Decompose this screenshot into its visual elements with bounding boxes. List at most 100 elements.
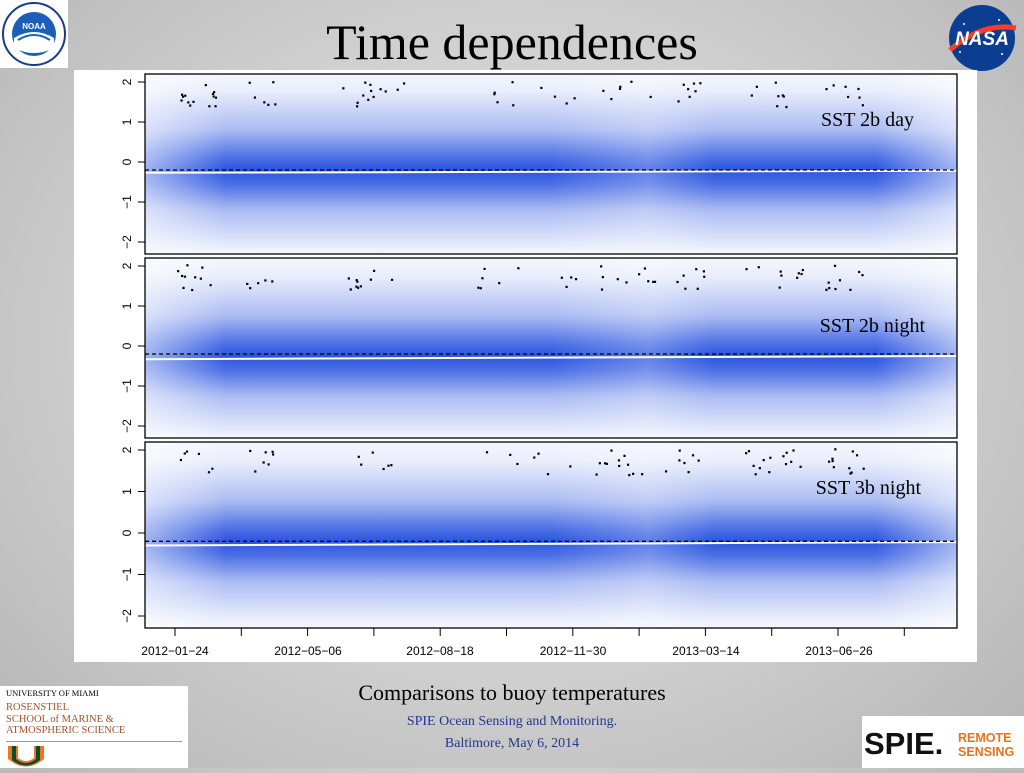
outlier-point <box>493 93 496 96</box>
outlier-point <box>630 80 633 83</box>
outlier-point <box>682 274 685 277</box>
outlier-point <box>369 83 372 86</box>
um-atmospheric-text: ATMOSPHERIC SCIENCE <box>6 725 126 736</box>
outlier-point <box>831 457 834 460</box>
outlier-point <box>194 276 197 279</box>
outlier-point <box>752 464 755 467</box>
outlier-point <box>356 101 359 104</box>
outlier-point <box>847 95 850 99</box>
outlier-point <box>211 92 215 96</box>
outlier-point <box>601 276 604 279</box>
outlier-point <box>390 464 393 467</box>
y-tick-label: −2 <box>120 235 134 249</box>
outlier-point <box>697 459 700 462</box>
noaa-logo-text: NOAA <box>22 22 46 31</box>
outlier-point <box>356 105 359 108</box>
outlier-point <box>758 467 761 470</box>
outlier-point <box>370 89 373 93</box>
outlier-point <box>485 451 489 454</box>
outlier-point <box>249 287 252 290</box>
y-tick-label: 2 <box>120 446 134 453</box>
density-edge-fade <box>145 442 957 628</box>
outlier-point <box>653 280 657 283</box>
panel-label: SST 2b night <box>820 315 926 337</box>
outlier-point <box>623 454 626 457</box>
outlier-point <box>192 100 195 103</box>
outlier-point <box>598 462 601 465</box>
outlier-point <box>603 462 607 465</box>
nasa-meatball-icon: NASA <box>948 5 1017 71</box>
um-u-icon <box>8 746 44 767</box>
outlier-point <box>362 94 365 97</box>
outlier-point <box>253 96 257 99</box>
rsmas-logo: UNIVERSITY OF MIAMI ROSENSTIEL SCHOOL of… <box>0 686 188 768</box>
outlier-point <box>182 286 185 290</box>
outlier-point <box>212 95 215 98</box>
x-axis: 2012−01−24 2012−05−06 2012−08−18 2012−11−30… <box>141 628 905 658</box>
outlier-point <box>828 460 831 463</box>
spie-sensing-text: SENSING <box>958 745 1014 759</box>
outlier-point <box>249 449 252 453</box>
outlier-point <box>790 460 793 463</box>
outlier-point <box>264 279 267 282</box>
outlier-point <box>800 272 803 276</box>
outlier-point <box>838 279 842 282</box>
footer-location-date: Baltimore, May 6, 2014 <box>444 736 580 751</box>
outlier-point <box>682 83 685 86</box>
y-tick-label: −1 <box>120 195 134 209</box>
outlier-point <box>379 88 382 91</box>
outlier-point <box>618 87 622 90</box>
outlier-point <box>861 274 864 277</box>
outlier-point <box>610 449 613 452</box>
outlier-point <box>762 459 765 462</box>
outlier-point <box>384 90 387 93</box>
outlier-point <box>796 276 799 279</box>
outlier-point <box>664 470 668 473</box>
outlier-point <box>750 94 753 97</box>
x-tick-label: 2012−08−18 <box>406 644 474 658</box>
x-tick-label: 2012−01−24 <box>141 644 209 658</box>
outlier-point <box>177 270 180 273</box>
outlier-point <box>754 473 757 476</box>
outlier-point <box>185 450 189 453</box>
outlier-point <box>565 285 568 288</box>
outlier-point <box>208 105 211 108</box>
outlier-point <box>516 462 519 466</box>
y-tick-label: 0 <box>120 342 134 349</box>
outlier-point <box>481 277 484 280</box>
outlier-points <box>177 264 864 292</box>
outlier-point <box>364 81 367 84</box>
outlier-point <box>214 96 218 99</box>
outlier-points <box>180 80 864 109</box>
outlier-point <box>181 93 184 96</box>
outlier-point <box>632 472 635 475</box>
slide-title: Time dependences <box>326 14 698 70</box>
outlier-point <box>569 465 572 468</box>
outlier-point <box>181 274 184 278</box>
outlier-point <box>844 85 847 88</box>
x-tick-label: 2012−11−30 <box>540 644 607 658</box>
noaa-seal-icon: NOAA <box>2 2 66 66</box>
outlier-point <box>512 104 515 107</box>
outlier-point <box>696 287 699 290</box>
outlier-point <box>540 86 543 90</box>
outlier-point <box>369 278 372 281</box>
outlier-point <box>678 459 681 462</box>
outlier-point <box>862 467 865 470</box>
x-tick-label: 2012−05−06 <box>274 644 342 658</box>
outlier-point <box>625 281 628 284</box>
panel-frame <box>144 441 958 629</box>
outlier-point <box>248 81 251 84</box>
outlier-point <box>360 463 363 466</box>
outlier-point <box>180 99 183 102</box>
outlier-point <box>649 95 652 99</box>
outlier-point <box>254 470 257 473</box>
outlier-point <box>628 474 631 477</box>
outlier-point <box>257 282 260 285</box>
outlier-point <box>745 452 748 455</box>
outlier-point <box>493 91 496 94</box>
outlier-point <box>600 288 604 291</box>
outlier-point <box>861 104 864 107</box>
mean-line <box>144 355 958 361</box>
panel-3: −2 −1 0 1 2 SST 3b night <box>120 441 958 629</box>
